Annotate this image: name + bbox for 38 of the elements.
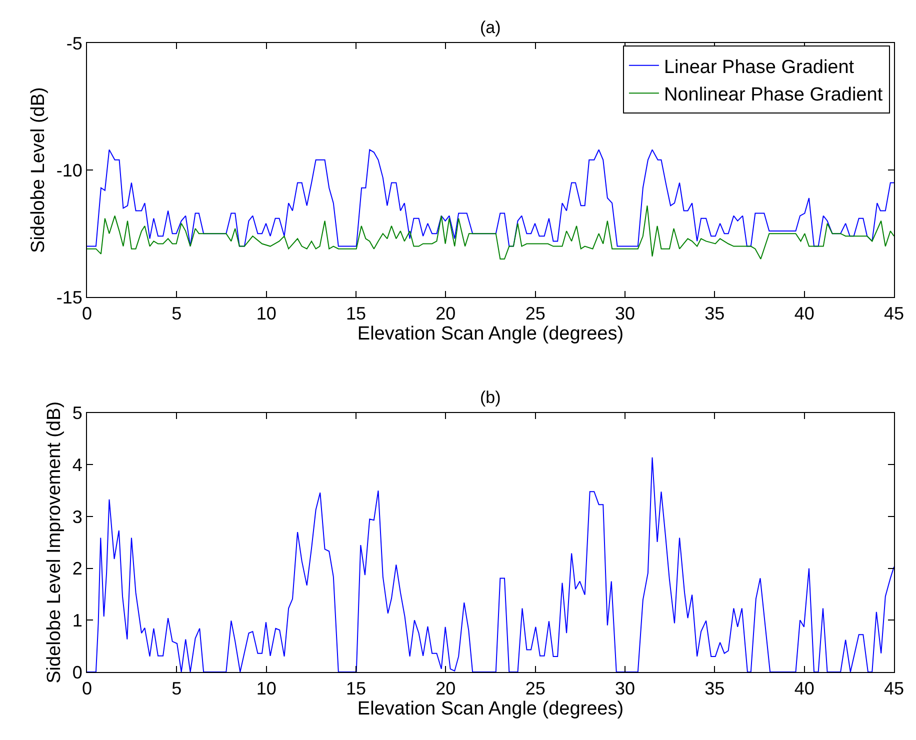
y-tick-label: -10	[56, 160, 82, 180]
x-tick-label: 15	[346, 678, 366, 699]
y-axis-title: Sidelobe Level (dB)	[28, 87, 50, 253]
x-tick-label: 5	[172, 678, 182, 699]
y-tick-label: 0	[72, 662, 82, 682]
x-axis-title: Elevation Scan Angle (degrees)	[357, 324, 624, 345]
x-tick-label: 30	[614, 304, 636, 324]
y-tick-label: -15	[56, 287, 82, 308]
chart-title: (b)	[480, 388, 501, 407]
x-tick-label: 40	[794, 304, 814, 324]
x-tick-label: 45	[884, 304, 904, 324]
chart-title: (a)	[480, 18, 501, 37]
line-series	[87, 205, 894, 260]
x-tick-label: 35	[704, 678, 725, 699]
legend-label: Linear Phase Gradient	[664, 56, 855, 78]
y-tick-label: 2	[72, 558, 82, 579]
x-tick-label: 10	[256, 678, 276, 699]
y-tick-label: 5	[72, 403, 82, 424]
x-tick-label: 35	[704, 304, 725, 324]
x-tick-label: 25	[525, 304, 546, 324]
y-tick-label: 1	[72, 610, 82, 630]
x-tick-label: 20	[436, 304, 456, 324]
line-series	[87, 456, 894, 672]
y-axis-title: Sidelobe Level Improvement (dB)	[44, 401, 66, 684]
y-tick-label: -5	[66, 33, 82, 54]
y-tick-label: 3	[72, 506, 82, 527]
x-tick-label: 10	[256, 304, 276, 324]
x-axis-title: Elevation Scan Angle (degrees)	[357, 698, 624, 720]
legend-label: Nonlinear Phase Gradient	[664, 84, 884, 106]
x-tick-label: 20	[436, 678, 456, 699]
x-tick-label: 45	[884, 678, 904, 699]
line-series	[87, 149, 894, 247]
x-tick-label: 30	[614, 678, 636, 699]
x-tick-label: 5	[172, 304, 182, 324]
x-tick-label: 40	[794, 678, 814, 699]
x-tick-label: 15	[346, 304, 366, 324]
x-tick-label: 25	[525, 678, 546, 699]
y-tick-label: 4	[72, 454, 82, 475]
